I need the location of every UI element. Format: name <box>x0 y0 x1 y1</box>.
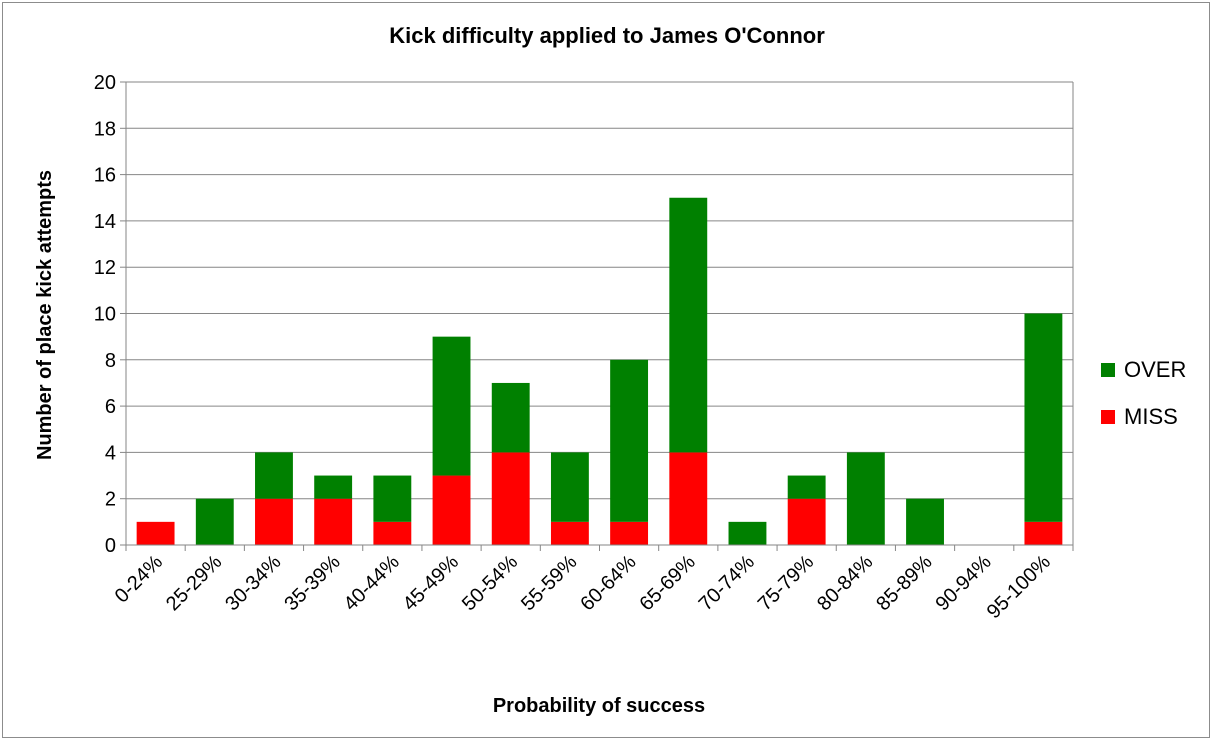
x-tick-label: 65-69% <box>636 551 700 615</box>
x-axis-label: Probability of success <box>493 695 705 717</box>
stacked-bar-chart: Kick difficulty applied to James O'Conno… <box>34 23 1186 717</box>
x-tick-label: 0-24% <box>111 551 168 608</box>
x-tick-label: 30-34% <box>221 551 285 615</box>
bar-over-8 <box>550 452 589 522</box>
x-tick-label: 85-89% <box>872 551 936 615</box>
bar-over-9 <box>610 359 649 522</box>
bar-miss-7 <box>491 452 530 545</box>
x-tick-label: 35-39% <box>280 551 344 615</box>
legend-label-miss: MISS <box>1124 404 1178 429</box>
x-tick-label: 95-100% <box>983 551 1055 623</box>
y-tick-label: 16 <box>94 165 116 187</box>
x-tick-label: 75-79% <box>754 551 818 615</box>
y-tick-label: 12 <box>94 257 116 279</box>
y-tick-label: 14 <box>94 211 116 233</box>
bar-over-7 <box>491 382 530 453</box>
gridlines <box>126 81 1073 500</box>
bar-over-3 <box>255 452 293 499</box>
bar-miss-10 <box>669 452 708 545</box>
y-tick-label: 4 <box>105 442 116 464</box>
bar-miss-1 <box>136 521 175 545</box>
bar-over-11 <box>728 521 767 545</box>
x-tick-label: 60-64% <box>576 551 640 615</box>
y-tick-label: 6 <box>105 396 116 418</box>
bar-miss-8 <box>550 521 589 545</box>
legend-swatch-over <box>1101 363 1115 377</box>
bar-over-13 <box>846 452 885 545</box>
chart-title: Kick difficulty applied to James O'Conno… <box>389 23 825 48</box>
bar-over-6 <box>432 336 471 476</box>
y-tick-label: 10 <box>94 304 116 326</box>
y-axis-ticks: 0 2 4 6 8 10 12 14 16 18 20 <box>94 72 126 557</box>
legend-swatch-miss <box>1101 410 1115 424</box>
bar-miss-6 <box>432 475 471 545</box>
x-tick-label: 50-54% <box>458 551 522 615</box>
bar-over-10 <box>669 197 708 453</box>
y-tick-label: 18 <box>94 118 116 140</box>
x-tick-label: 45-49% <box>399 551 463 615</box>
x-tick-label: 55-59% <box>517 551 581 615</box>
y-tick-label: 8 <box>105 350 116 372</box>
bar-miss-4 <box>314 498 353 545</box>
y-tick-label: 2 <box>105 489 116 511</box>
bar-over-4 <box>314 475 353 499</box>
bar-miss-5 <box>373 521 412 545</box>
legend: OVER MISS <box>1101 357 1186 429</box>
bar-over-14 <box>906 498 944 545</box>
bar-miss-16 <box>1024 521 1063 545</box>
bar-over-12 <box>787 475 826 499</box>
y-axis-label: Number of place kick attempts <box>34 170 56 460</box>
bar-miss-3 <box>255 498 293 545</box>
bars <box>136 197 1063 545</box>
bar-over-16 <box>1024 313 1063 522</box>
x-tick-label: 80-84% <box>813 551 877 615</box>
x-tick-label: 70-74% <box>695 551 759 615</box>
legend-label-over: OVER <box>1124 357 1186 382</box>
bar-miss-9 <box>610 521 649 545</box>
x-axis-ticks: 0-24%25-29%30-34%35-39%40-44%45-49%50-54… <box>111 545 1074 623</box>
bar-over-5 <box>373 475 412 522</box>
y-tick-label: 0 <box>105 535 116 557</box>
x-tick-label: 40-44% <box>340 551 404 615</box>
bar-over-2 <box>195 498 234 545</box>
y-tick-label: 20 <box>94 72 116 94</box>
bar-miss-12 <box>787 498 826 545</box>
x-tick-label: 25-29% <box>162 551 226 615</box>
